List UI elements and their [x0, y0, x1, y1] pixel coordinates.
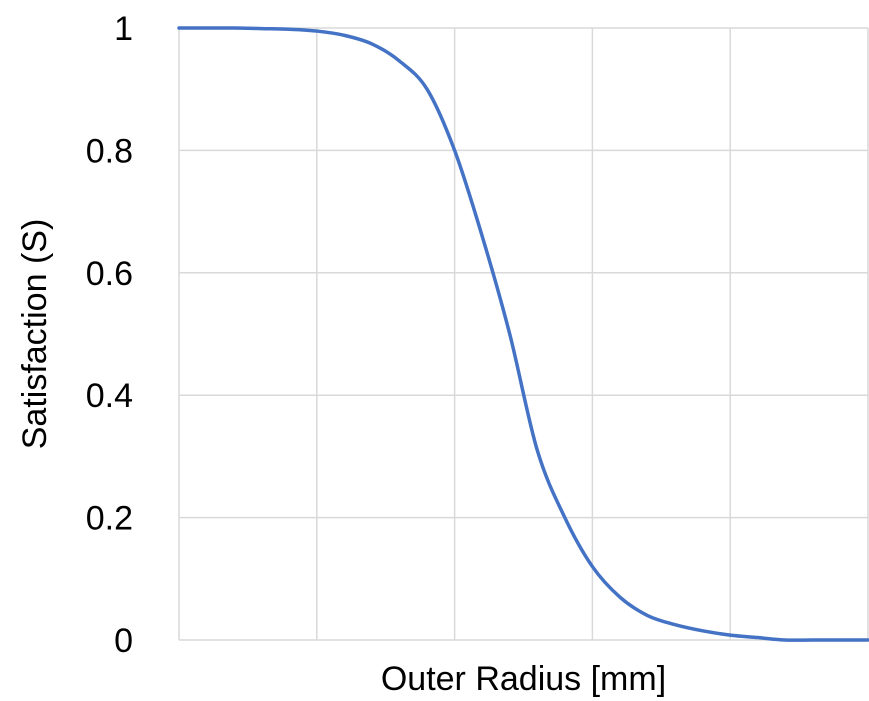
y-gridlines: [179, 27, 868, 519]
y-tick-labels: 0 0.2 0.4 0.6 0.8 1: [86, 10, 133, 660]
x-axis-title: Outer Radius [mm]: [381, 660, 666, 698]
y-tick-label: 0.8: [86, 132, 133, 170]
y-tick-label: 0.4: [86, 377, 133, 415]
y-tick-label: 1: [114, 10, 133, 48]
y-tick-label: 0: [114, 622, 133, 660]
series-line-satisfaction: [177, 26, 869, 642]
y-tick-label: 0.2: [86, 500, 133, 538]
y-tick-label: 0.6: [86, 255, 133, 293]
x-gridlines: [178, 28, 869, 640]
y-axis-title: Satisfaction (S): [16, 219, 54, 450]
